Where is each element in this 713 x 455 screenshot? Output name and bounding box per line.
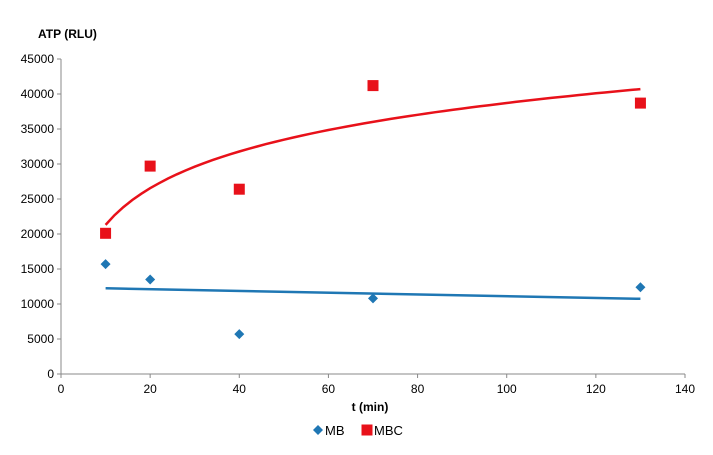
y-tick-label: 30000 (21, 157, 55, 171)
legend-marker-mbc (361, 424, 373, 436)
data-point-mb (635, 282, 646, 293)
legend-label: MB (325, 423, 345, 438)
legend: MB MBC (313, 423, 403, 438)
y-axis-ticks: 0 5000 10000 15000 20000 25000 30000 35000 40000… (21, 52, 61, 381)
data-point-mb (100, 259, 111, 270)
x-tick-label: 140 (675, 382, 695, 396)
data-point-mbc (233, 183, 245, 195)
trendlines (104, 87, 641, 301)
legend-label: MBC (374, 423, 403, 438)
legend-item-mb: MB (313, 423, 345, 438)
y-tick-label: 20000 (21, 227, 55, 241)
x-tick-label: 20 (143, 382, 157, 396)
data-point-mbc (144, 160, 156, 172)
y-tick-label: 40000 (21, 87, 55, 101)
y-tick-label: 10000 (21, 297, 55, 311)
data-point-mbc (634, 97, 646, 109)
x-tick-label: 120 (586, 382, 606, 396)
y-tick-label: 35000 (21, 122, 55, 136)
data-point-mbc (367, 80, 379, 92)
legend-item-mbc: MBC (361, 423, 403, 438)
legend-marker-mb (313, 425, 323, 435)
data-point-mb (145, 274, 156, 285)
x-tick-label: 100 (497, 382, 517, 396)
x-axis-title: t (min) (352, 400, 389, 414)
data-points (100, 80, 646, 340)
data-point-mb (368, 293, 378, 304)
trendline-mbc (104, 87, 641, 226)
x-tick-label: 60 (322, 382, 336, 396)
y-tick-label: 5000 (27, 332, 54, 346)
y-tick-label: 25000 (21, 192, 55, 206)
y-tick-label: 15000 (21, 262, 55, 276)
y-tick-label: 45000 (21, 52, 55, 66)
x-axis-ticks: 0 20 40 60 80 100 120 140 (58, 374, 695, 396)
data-point-mbc (100, 227, 112, 239)
data-point-mb (234, 329, 245, 340)
x-tick-label: 80 (411, 382, 425, 396)
y-tick-label: 0 (47, 367, 54, 381)
x-tick-label: 40 (233, 382, 247, 396)
y-axis-title: ATP (RLU) (38, 27, 97, 41)
x-tick-label: 0 (58, 382, 65, 396)
